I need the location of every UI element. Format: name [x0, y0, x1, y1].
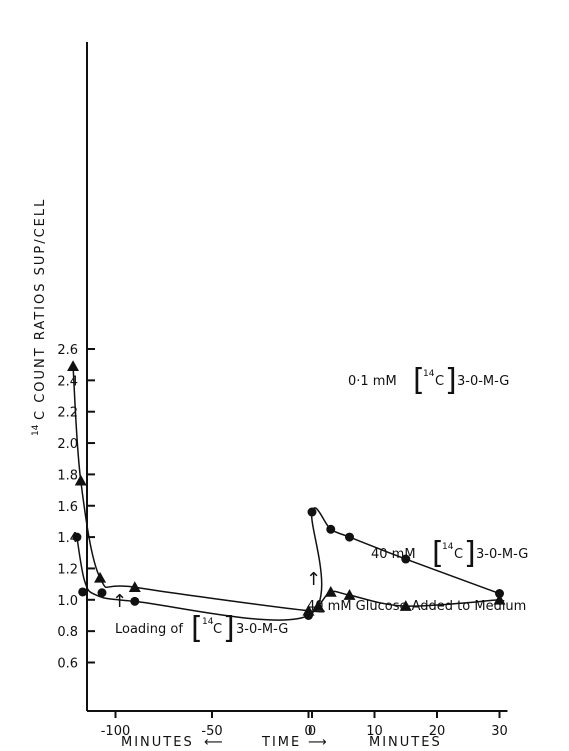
series-triangle-point-4	[302, 604, 315, 616]
annotation-glucose: ↑ 40 mM Glucose Added to Medium	[306, 569, 526, 614]
annotation-glucose-text: 40 mM Glucose Added to Medium	[307, 599, 526, 614]
x-axis-title-right: MINUTES	[369, 735, 442, 750]
series-label-triangle-sup: 14	[442, 542, 454, 552]
series-triangle-point-9	[493, 593, 506, 605]
series-label-circle-suffix: 3-0-M-G	[457, 374, 509, 389]
series-triangle-point-5	[312, 600, 325, 611]
series-triangle-point-8	[399, 600, 412, 611]
series-label-circle-sup: 14	[423, 369, 435, 379]
series-circle-point-7	[345, 532, 354, 542]
series-label-circle-iso: C	[435, 374, 444, 389]
y-tick-label-7: 2.0	[57, 437, 78, 452]
x-tick-label-left-2: 0	[304, 724, 312, 739]
series-triangle-line	[72, 366, 500, 613]
y-tick-label-6: 1.8	[57, 468, 78, 483]
annotation-loading-sup: 14	[202, 617, 214, 627]
x-axis-title-left: MINUTES	[121, 735, 194, 750]
series-label-circle-bracket-close: ]	[445, 363, 457, 398]
x-axis-title-mid: TIME	[261, 735, 301, 750]
y-tick-label-1: 0.8	[57, 625, 78, 640]
y-tick-label-9: 2.4	[57, 374, 78, 389]
y-tick-label-2: 1.0	[57, 594, 78, 609]
series-circle-point-6	[326, 524, 336, 534]
series-label-circle-prefix: 0·1 mM	[348, 374, 397, 389]
series-label-circle-bracket-open: [	[413, 363, 425, 398]
series-circle-line	[76, 507, 500, 621]
series-label-triangle-prefix: 40 mM	[371, 547, 416, 562]
annotation-loading-prefix: Loading of	[115, 622, 183, 637]
x-tick-label-right-3: 30	[491, 724, 508, 739]
y-tick-label-3: 1.2	[57, 562, 78, 577]
annotation-glucose-arrow: ↑	[306, 569, 321, 590]
x-tick-label-left-1: -50	[201, 724, 222, 739]
y-tick-label-10: 2.6	[57, 343, 78, 358]
series-label-triangle-bracket-open: [	[432, 536, 444, 571]
y-axis-title-sup: 14	[31, 424, 41, 436]
series-triangle	[67, 360, 506, 616]
series-circle-point-9	[495, 589, 504, 599]
annotation-loading-bracket-open: [	[191, 611, 203, 646]
series-label-triangle-bracket-close: ]	[464, 536, 476, 571]
series-triangle-point-1	[74, 474, 87, 486]
y-axis-title: 14 C COUNT RATIOS SUP/CELL	[31, 198, 48, 436]
annotation-loading-suffix: 3-0-M-G	[236, 622, 288, 637]
annotation-loading: ↑ Loading of [ 14 C ] 3-0-M-G	[112, 591, 288, 646]
x-tick-label-right-1: 10	[366, 724, 383, 739]
series-circle-point-2	[97, 588, 107, 598]
x-axis-arrow-left: ⟵	[204, 735, 223, 750]
x-axis-title: MINUTES ⟵ TIME ⟶ MINUTES	[121, 735, 442, 750]
y-tick-label-8: 2.2	[57, 406, 78, 421]
x-tick-label-right-0: 0	[308, 724, 316, 739]
series-label-circle: 0·1 mM [ 14 C ] 3-0-M-G	[348, 363, 509, 398]
y-ticks: 0.6 0.8 1.0 1.2 1.4 1.6 1.8 2.0 2.2 2.4 2.6	[57, 343, 95, 672]
series-circle	[72, 507, 504, 621]
x-axis-arrow-right: ⟶	[308, 735, 327, 750]
series-triangle-point-6	[324, 585, 337, 597]
series-circle-point-1	[78, 587, 88, 597]
annotation-loading-bracket-close: ]	[223, 611, 235, 646]
annotation-loading-iso: C	[213, 622, 222, 637]
y-tick-label-5: 1.6	[57, 500, 78, 515]
y-tick-label-0: 0.6	[57, 657, 78, 672]
series-triangle-point-0	[67, 360, 80, 372]
series-triangle-point-2	[94, 571, 107, 583]
series-label-triangle-iso: C	[454, 547, 463, 562]
x-tick-label-left-0: -100	[101, 724, 131, 739]
series-label-triangle-suffix: 3-0-M-G	[476, 547, 528, 562]
annotation-loading-arrow: ↑	[112, 591, 127, 612]
series-triangle-point-3	[128, 581, 141, 593]
series-circle-point-0	[72, 532, 82, 542]
series-circle-point-3	[130, 596, 140, 606]
y-tick-label-4: 1.4	[57, 531, 78, 546]
series-triangle-point-7	[343, 589, 356, 600]
series-circle-point-8	[401, 554, 411, 564]
x-ticks: -100 -50 00 10 20 30	[101, 710, 508, 739]
y-axis-title-main: C COUNT RATIOS SUP/CELL	[33, 198, 48, 420]
x-tick-label-right-2: 20	[429, 724, 446, 739]
series-circle-point-5	[307, 507, 317, 517]
series-label-triangle: 40 mM [ 14 C ] 3-0-M-G	[371, 536, 528, 571]
